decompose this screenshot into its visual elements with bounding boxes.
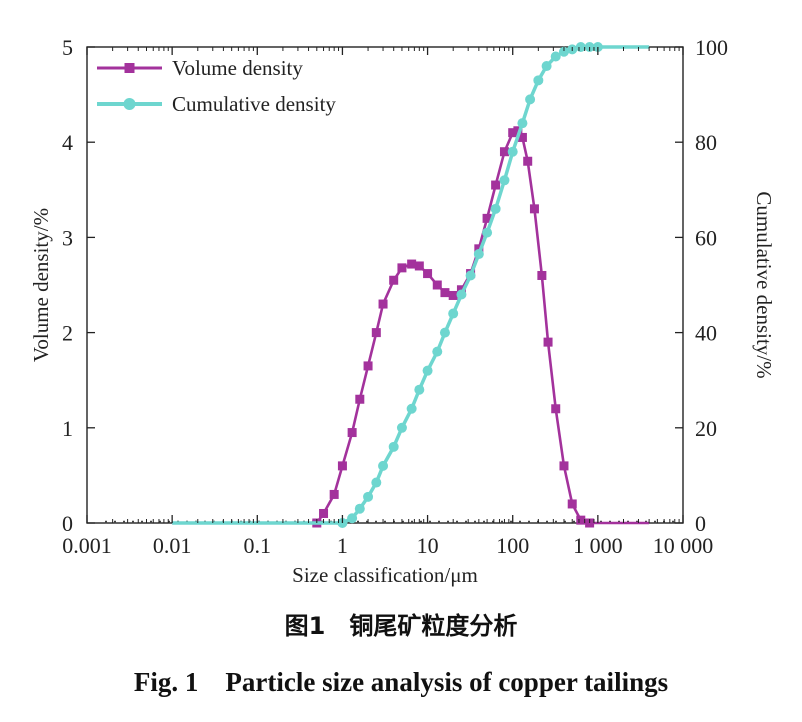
- y-right-tick-label: 0: [695, 511, 706, 536]
- data-point: [513, 126, 523, 136]
- y-left-tick-label: 1: [62, 416, 73, 441]
- data-point: [363, 491, 374, 502]
- data-point: [576, 515, 586, 525]
- data-point: [448, 290, 458, 300]
- data-point: [550, 51, 561, 62]
- data-point: [396, 422, 407, 433]
- data-point: [378, 299, 388, 309]
- data-point: [329, 489, 339, 499]
- y-left-tick-label: 5: [62, 35, 73, 60]
- series-line: [341, 45, 598, 525]
- x-tick-label: 0.01: [153, 533, 192, 558]
- data-point: [388, 441, 399, 452]
- data-point: [407, 259, 417, 269]
- figure-caption-chinese: 图1 铜尾矿粒度分析: [284, 612, 518, 640]
- x-axis-title: Size classification/μm: [292, 563, 478, 587]
- data-point: [575, 42, 586, 52]
- data-point: [432, 346, 443, 357]
- series-line: [315, 129, 591, 525]
- data-point: [389, 275, 399, 285]
- data-point: [482, 227, 493, 238]
- data-point: [499, 147, 509, 157]
- x-tick-label: 10: [417, 533, 439, 558]
- data-point: [507, 146, 518, 157]
- data-point: [491, 180, 501, 190]
- data-point: [371, 328, 381, 338]
- legend-marker-cumulative: [123, 98, 136, 110]
- legend-marker-volume: [124, 63, 135, 73]
- tick-layer: 0.001 0.01 0.1 1 10 100 1 000 10 00001234502040…: [62, 35, 728, 558]
- y-left-tick-label: 0: [62, 511, 73, 536]
- data-point: [529, 204, 539, 214]
- data-point: [337, 461, 347, 471]
- data-point: [567, 499, 577, 509]
- series-layer: [172, 42, 650, 528]
- data-point: [432, 280, 442, 290]
- x-tick-label: 0.001: [62, 533, 112, 558]
- data-point: [414, 384, 425, 395]
- x-tick-label: 0.1: [244, 533, 272, 558]
- data-point: [473, 249, 484, 260]
- y-axis-right-title: Cumulative density/%: [752, 191, 776, 378]
- data-point: [499, 175, 510, 186]
- data-point: [440, 288, 450, 298]
- y-left-tick-label: 4: [62, 130, 73, 155]
- data-point: [517, 132, 527, 142]
- data-point: [347, 428, 357, 438]
- y-right-tick-label: 40: [695, 321, 717, 346]
- series-cumulative-density: [172, 42, 650, 528]
- data-point: [543, 337, 553, 347]
- chart: 0.001 0.01 0.1 1 10 100 1 000 10 00001234502040…: [29, 35, 776, 587]
- plot-frame: [86, 46, 684, 524]
- data-point: [406, 403, 417, 414]
- data-point: [490, 203, 501, 214]
- data-point: [354, 503, 365, 514]
- legend-label-volume: Volume density: [172, 56, 303, 80]
- data-point: [523, 156, 533, 166]
- y-right-tick-label: 60: [695, 225, 717, 250]
- data-point: [355, 394, 365, 404]
- y-left-tick-label: 2: [62, 321, 73, 346]
- y-right-tick-label: 20: [695, 416, 717, 441]
- data-point: [541, 61, 552, 72]
- chart-frame: [86, 46, 684, 524]
- x-tick-label: 100: [496, 533, 529, 558]
- data-point: [533, 75, 544, 86]
- series-volume-density: [172, 126, 650, 528]
- data-point: [525, 94, 536, 105]
- data-point: [347, 513, 358, 524]
- x-tick-label: 1: [337, 533, 348, 558]
- data-point: [319, 508, 329, 518]
- data-point: [414, 261, 424, 271]
- data-point: [422, 365, 433, 376]
- y-right-tick-label: 100: [695, 35, 728, 60]
- data-point: [363, 361, 373, 371]
- data-point: [465, 270, 476, 281]
- legend-label-cumulative: Cumulative density: [172, 92, 336, 116]
- data-point: [508, 128, 518, 138]
- data-point: [448, 308, 459, 319]
- data-point: [371, 477, 382, 488]
- data-point: [559, 461, 569, 471]
- legend: Volume density Cumulative density: [97, 56, 336, 116]
- data-point: [537, 270, 547, 280]
- data-point: [474, 244, 484, 254]
- data-point: [551, 404, 561, 414]
- figure-caption-english: Fig. 1 Particle size analysis of copper …: [133, 667, 669, 697]
- data-point: [378, 460, 389, 471]
- data-point: [397, 263, 407, 273]
- data-point: [423, 269, 433, 279]
- y-left-tick-label: 3: [62, 225, 73, 250]
- data-point: [456, 289, 467, 300]
- data-point: [439, 327, 450, 338]
- x-tick-label: 1 000: [573, 533, 623, 558]
- y-right-tick-label: 80: [695, 130, 717, 155]
- data-point: [482, 213, 492, 223]
- y-axis-left-title: Volume density/%: [29, 208, 53, 362]
- x-tick-label: 10 000: [653, 533, 714, 558]
- data-point: [558, 46, 569, 57]
- data-point: [517, 118, 528, 129]
